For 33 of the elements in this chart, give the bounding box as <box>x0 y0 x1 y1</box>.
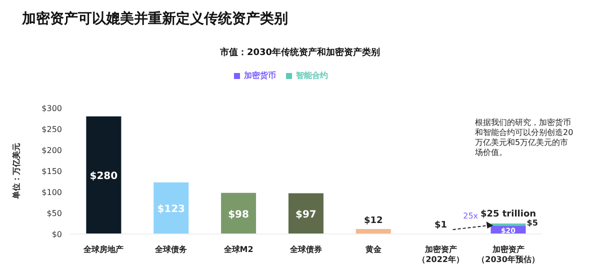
y-tick-label: $300 <box>42 104 62 113</box>
legend-label: 智能合约 <box>296 71 328 80</box>
bar <box>221 192 256 234</box>
legend-label: 加密货币 <box>244 71 276 80</box>
x-tick-label: 加密资产（2030年预估） <box>477 244 540 264</box>
x-tick-label: 全球房地产 <box>82 244 124 254</box>
data-label: $123 <box>157 204 186 216</box>
y-tick-label: $150 <box>42 166 62 176</box>
y-tick-label: $50 <box>46 208 62 218</box>
y-axis-title: 单位：万亿美元 <box>10 143 21 200</box>
x-tick-label: 全球债务 <box>154 245 188 254</box>
x-tick-label: 全球M2 <box>222 245 254 254</box>
y-tick-label: $200 <box>42 146 62 155</box>
data-label: $1 <box>434 220 448 231</box>
data-label: $280 <box>90 171 118 182</box>
x-tick-label: 黄金 <box>364 245 382 254</box>
y-tick-label: $0 <box>52 230 62 239</box>
data-label: $5 <box>526 218 538 228</box>
chart-title: 加密资产可以媲美并重新定义传统资产类别 <box>22 10 288 28</box>
y-tick-label: $250 <box>42 124 62 134</box>
data-label: $97 <box>296 210 316 221</box>
y-tick-label: $100 <box>42 188 62 197</box>
x-tick-label: 全球债券 <box>289 245 323 254</box>
bar <box>288 193 324 234</box>
x-tick-label: 加密资产（2022年） <box>418 244 464 264</box>
data-label: $12 <box>364 216 383 226</box>
bar <box>86 116 122 234</box>
annotation: 根据我们的研究，加密货币和智能合约可以分别创造20万亿美元和5万亿美元的市场价值。 <box>475 118 574 158</box>
data-label: $98 <box>228 209 250 220</box>
chart-subtitle: 市值：2030年传统资产和加密资产类别 <box>218 46 382 59</box>
bar <box>154 182 189 234</box>
annotation: 25x <box>463 212 478 221</box>
total-label: $25 trillion <box>480 210 536 220</box>
